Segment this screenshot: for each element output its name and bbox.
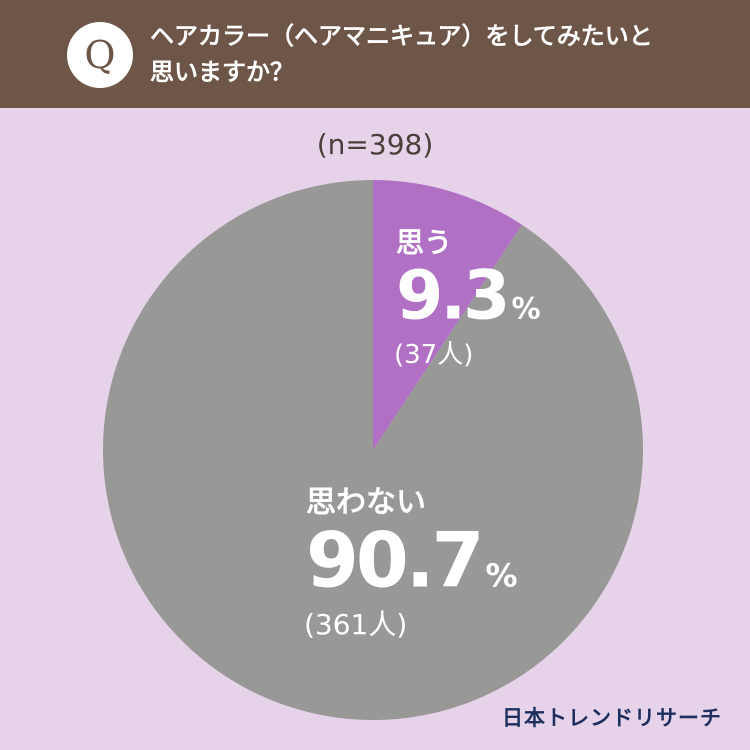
question-header: Q ヘアカラー（ヘアマニキュア）をしてみたいと 思いますか？: [0, 0, 750, 108]
sample-size: (n=398): [316, 128, 434, 161]
question-badge-letter: Q: [84, 33, 116, 77]
slice-percent-0: 9.3%: [396, 257, 541, 336]
question-title: ヘアカラー（ヘアマニキュア）をしてみたいと 思いますか？: [150, 18, 730, 90]
brand-logo: 日本トレンドリサーチ: [502, 706, 722, 730]
question-badge: Q: [67, 22, 133, 88]
question-title-line-1: ヘアカラー（ヘアマニキュア）をしてみたいと: [150, 22, 653, 50]
slice-count-1: (361人): [304, 608, 407, 641]
slice-percent-1: 90.7%: [306, 515, 518, 604]
question-title-line-2: 思いますか？: [150, 58, 294, 86]
slice-count-0: (37人): [394, 340, 473, 370]
slice-label-1: 思わない: [306, 485, 426, 520]
pie-slice-0: [373, 180, 522, 450]
pie-slice-1: [102, 180, 643, 720]
slice-label-0: 思う: [396, 226, 452, 259]
